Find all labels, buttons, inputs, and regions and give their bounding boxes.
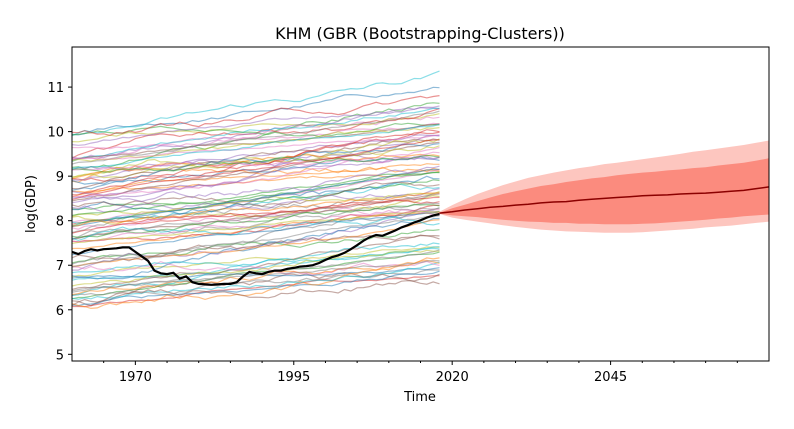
x-tick-label: 1970 xyxy=(119,370,152,385)
y-tick-label: 6 xyxy=(56,304,64,319)
background-series-line xyxy=(71,107,440,162)
y-tick-label: 10 xyxy=(47,126,64,141)
background-series-line xyxy=(71,70,440,137)
x-tick-label: 2045 xyxy=(594,370,627,385)
background-series-group xyxy=(71,70,440,310)
background-series-line xyxy=(71,273,440,307)
main-series-line xyxy=(71,212,440,286)
background-series-line xyxy=(72,275,440,308)
background-series-line xyxy=(71,106,440,159)
background-series-line xyxy=(71,134,440,160)
background-series-line xyxy=(71,143,440,185)
background-series-line xyxy=(71,216,440,242)
background-series-line xyxy=(71,215,440,268)
background-series-line xyxy=(71,192,440,227)
background-series-line xyxy=(71,141,440,202)
background-series-line xyxy=(71,122,440,138)
background-series-line xyxy=(71,123,440,170)
background-series-line xyxy=(71,208,440,243)
background-series-line xyxy=(71,270,440,307)
background-series-line xyxy=(71,188,440,213)
y-tick-label: 5 xyxy=(56,348,64,363)
background-series-line xyxy=(71,105,440,146)
chart-title: KHM (GBR (Bootstrapping-Clusters)) xyxy=(275,24,565,43)
background-series-line xyxy=(71,181,440,208)
background-series-line xyxy=(71,217,440,280)
x-tick-label: 2020 xyxy=(436,370,469,385)
background-series-line xyxy=(71,196,440,234)
y-tick-label: 9 xyxy=(56,170,64,185)
y-axis-label: log(GDP) xyxy=(24,175,39,233)
forecast-band-group xyxy=(439,140,770,233)
y-tick-label: 11 xyxy=(47,81,64,96)
background-series-line xyxy=(71,165,440,203)
background-series-line xyxy=(71,171,440,217)
forecast-median-line xyxy=(439,186,770,214)
background-series-line xyxy=(71,207,440,230)
background-series-line xyxy=(71,116,440,160)
background-series-line xyxy=(71,154,440,173)
background-series-line xyxy=(71,153,440,180)
y-axis: 5 6 7 8 9 10 11 xyxy=(47,81,72,363)
background-series-line xyxy=(71,86,440,136)
y-tick-label: 8 xyxy=(56,215,64,230)
background-series-line xyxy=(71,207,440,265)
background-series-line xyxy=(71,246,440,278)
background-series-line xyxy=(71,95,440,137)
background-series-line xyxy=(71,259,440,296)
main-series-group xyxy=(71,212,440,286)
background-series-line xyxy=(71,138,440,179)
background-series-line xyxy=(71,249,440,287)
y-tick-label: 7 xyxy=(56,259,64,274)
background-series-line xyxy=(71,146,440,198)
background-series-line xyxy=(71,139,440,201)
background-series-line xyxy=(71,261,440,300)
background-series-line xyxy=(71,234,440,262)
background-series-line xyxy=(71,211,440,256)
forecast-inner-band xyxy=(439,158,769,225)
background-series-line xyxy=(71,138,440,190)
background-series-line xyxy=(71,203,440,239)
background-series-line xyxy=(71,168,440,228)
background-series-line xyxy=(71,269,440,296)
background-series-line xyxy=(71,194,440,226)
background-series-line xyxy=(71,122,440,150)
background-series-line xyxy=(71,210,440,244)
background-series-line xyxy=(71,110,440,165)
background-series-line xyxy=(71,259,440,292)
background-series-line xyxy=(71,171,440,227)
x-axis: 1970 1995 2020 2045 xyxy=(103,361,738,385)
background-series-line xyxy=(71,127,440,162)
x-axis-label: Time xyxy=(403,390,436,405)
background-series-line xyxy=(71,131,440,196)
x-tick-label: 1995 xyxy=(277,370,310,385)
background-series-line xyxy=(71,151,440,171)
